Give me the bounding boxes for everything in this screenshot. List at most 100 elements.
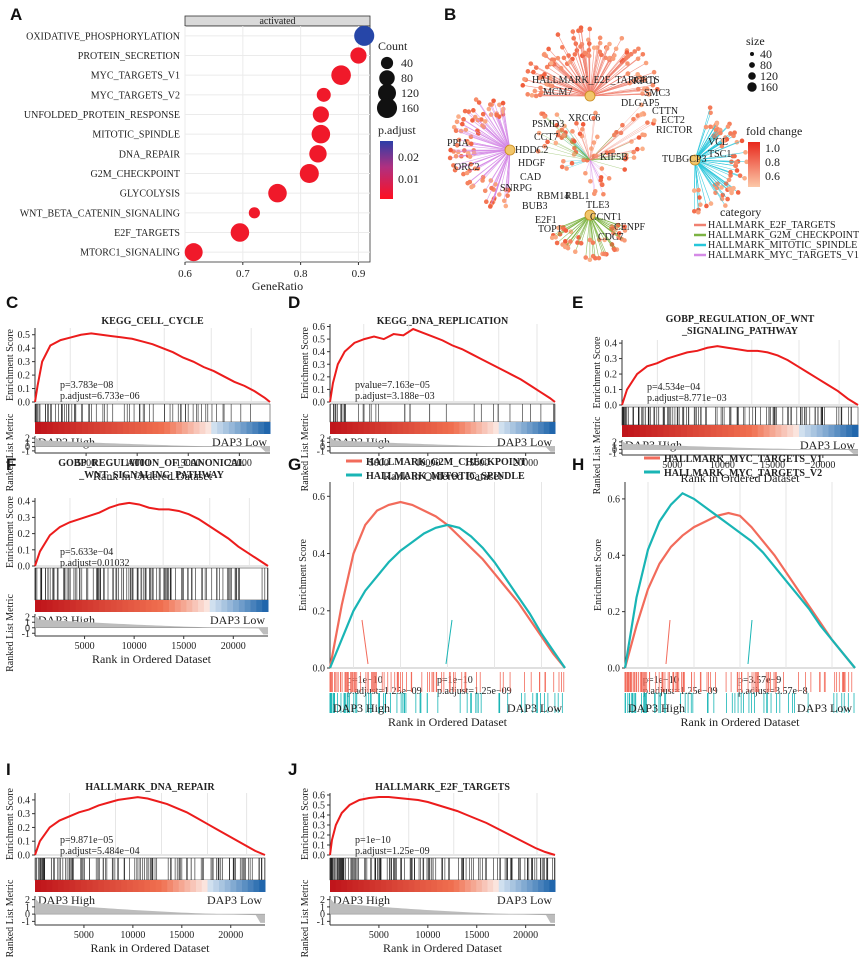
- gene-node: [602, 237, 607, 243]
- gene-label: PPIA: [447, 138, 469, 149]
- gene-node: [470, 118, 475, 123]
- stat-pvalue: p=3.783e−08: [60, 380, 113, 391]
- network-edge: [694, 159, 728, 190]
- rank-color-cell: [769, 425, 776, 437]
- gene-node: [553, 140, 559, 146]
- gene-node: [480, 174, 486, 180]
- low-label: DAP3 Low: [212, 435, 267, 449]
- network-edge: [582, 124, 591, 161]
- rank-color-cell: [52, 880, 59, 892]
- gene-node: [572, 249, 578, 254]
- tick-label-y: 0.6: [313, 791, 326, 802]
- network-edge: [694, 129, 719, 161]
- enrichment-curve-0: [623, 511, 856, 669]
- tick-label-x: 15000: [464, 458, 489, 469]
- panel-title: KEGG_CELL_CYCLE: [101, 316, 204, 327]
- x-axis-label: Rank in Ordered Dataset: [91, 941, 211, 955]
- hit-box: [34, 857, 266, 881]
- rank-color-cell: [150, 880, 157, 892]
- rank-color-cell: [645, 425, 652, 437]
- gene-node: [597, 49, 603, 55]
- gene-node: [561, 55, 567, 61]
- y-axis-label: Enrichment Score: [592, 336, 603, 408]
- gene-node: [559, 164, 565, 170]
- legend-series-name: HALLMARK_MYC_TARGETS_V2: [664, 468, 822, 479]
- tick-label-y: 0.0: [313, 851, 326, 862]
- category-hub: [584, 90, 596, 102]
- tick-label-metric: 2: [612, 437, 617, 448]
- legend-category-title: category: [720, 205, 761, 219]
- gene-node: [489, 185, 494, 191]
- rank-color-cell: [532, 880, 539, 892]
- ranked-metric-area: [35, 898, 265, 923]
- x-axis-label: Rank in Ordered Dataset: [383, 941, 503, 955]
- y-axis-label: Enrichment Score: [298, 538, 309, 610]
- tick-label-x: 10000: [125, 458, 150, 469]
- low-label: DAP3 Low: [797, 701, 852, 715]
- gene-node: [737, 173, 743, 178]
- rank-color-cell: [453, 422, 460, 434]
- rank-color-cell: [543, 422, 550, 434]
- gene-node: [548, 60, 554, 66]
- rank-color-cell: [242, 880, 249, 892]
- stat-padjust: p.adjust=3.188e−03: [355, 391, 435, 402]
- legend-size-value: 40: [760, 47, 772, 61]
- tick-label-y: 0.6: [313, 492, 326, 503]
- network-edge: [551, 63, 591, 97]
- network-edge: [589, 159, 610, 179]
- gene-node: [562, 244, 568, 250]
- gene-node: [635, 146, 640, 152]
- rank-color-cell: [134, 600, 141, 612]
- network-edge: [488, 108, 511, 151]
- tick-label-y: 0.1: [18, 384, 31, 395]
- gene-node: [651, 118, 657, 123]
- gene-node: [719, 196, 725, 202]
- tick-label-x: 10000: [120, 930, 145, 941]
- gene-node: [480, 111, 486, 117]
- gene-node: [714, 185, 720, 191]
- rank-color-cell: [146, 422, 153, 434]
- panel-letter-C: C: [6, 293, 18, 312]
- rank-color-cell: [363, 880, 370, 892]
- network-edge: [589, 122, 648, 161]
- gene-node: [537, 75, 542, 81]
- gene-label: TUBGCP3: [662, 154, 706, 165]
- gene-node: [493, 182, 498, 187]
- rank-color-cell: [176, 422, 183, 434]
- rank-color-cell: [46, 422, 54, 434]
- legend-size-dot: [749, 62, 755, 68]
- rank-color-cell: [99, 422, 106, 434]
- gene-node: [451, 124, 457, 130]
- rank-color-cell: [164, 422, 171, 434]
- gene-node: [610, 56, 616, 62]
- rank-color-cell: [40, 422, 48, 434]
- rank-color-cell: [193, 422, 200, 434]
- network-edge: [457, 144, 511, 151]
- tick-label-metric: 2: [25, 612, 30, 623]
- network-edge: [694, 159, 731, 173]
- rank-color-cell: [178, 880, 185, 892]
- rank-color-cell: [69, 600, 77, 612]
- gene-label: CAD: [520, 172, 541, 183]
- rank-color-cell: [627, 425, 635, 437]
- rank-color-cell: [397, 880, 404, 892]
- rank-color-cell: [192, 600, 199, 612]
- tick-label-y: 0.6: [608, 494, 621, 505]
- rank-color-cell: [140, 422, 148, 434]
- rank-color-cell: [335, 880, 342, 892]
- rank-color-cell: [64, 600, 71, 612]
- gene-node: [651, 69, 657, 75]
- gene-node: [728, 131, 733, 136]
- gene-label: RICTOR: [656, 125, 693, 136]
- gene-node: [483, 199, 489, 205]
- low-label: DAP3 Low: [800, 438, 855, 452]
- gene-node: [563, 228, 569, 233]
- tick-label-metric: -1: [609, 449, 617, 460]
- rank-color-cell: [58, 600, 65, 612]
- gene-node: [505, 193, 510, 198]
- gene-label: HDGF: [518, 158, 546, 169]
- tick-label-metric: -1: [317, 917, 325, 928]
- rank-color-cell: [264, 422, 271, 434]
- gene-node: [561, 132, 567, 138]
- panel-title: HALLMARK_E2F_TARGETS: [375, 782, 510, 793]
